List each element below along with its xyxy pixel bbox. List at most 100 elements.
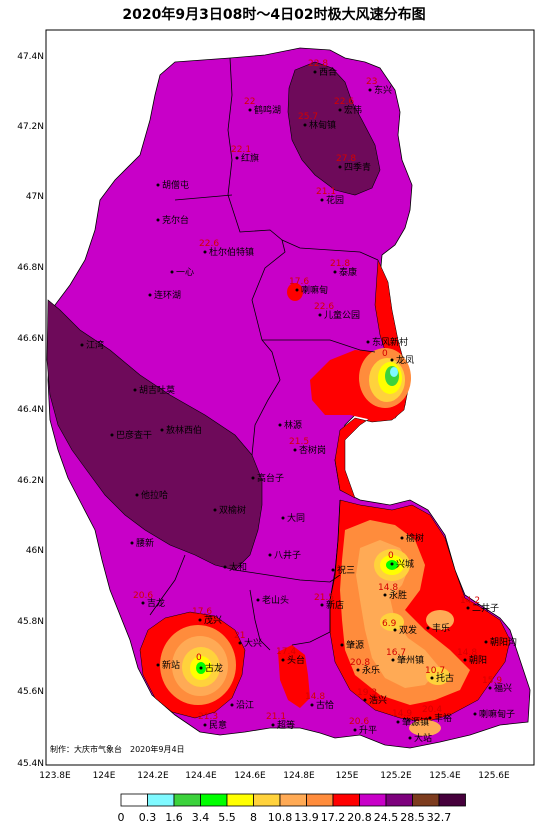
lon-label: 124.6E	[234, 771, 266, 781]
svg-text:肇州镇: 肇州镇	[397, 654, 424, 666]
svg-text:27.8: 27.8	[336, 154, 356, 164]
legend-swatch	[332, 793, 360, 807]
station: 20.8永乐	[350, 658, 380, 676]
svg-text:浩兴: 浩兴	[369, 694, 387, 706]
svg-text:太和: 太和	[229, 561, 247, 573]
svg-text:朝阳: 朝阳	[469, 655, 487, 666]
svg-text:17.4: 17.4	[276, 647, 296, 657]
station: 14.8古恰	[305, 692, 334, 711]
svg-text:14.9: 14.9	[392, 709, 412, 719]
station: 14.8永胜	[378, 583, 407, 601]
svg-text:大站: 大站	[414, 732, 432, 744]
legend-swatch	[359, 793, 387, 807]
legend-label: 0	[118, 811, 125, 824]
lat-axis: 47.4N 47.2N 47N 46.8N 46.6N 46.4N 46.2N …	[17, 52, 44, 769]
svg-text:10.7: 10.7	[425, 666, 445, 676]
svg-text:17.6: 17.6	[289, 277, 309, 287]
svg-text:21.1: 21.1	[316, 187, 336, 197]
svg-text:升平: 升平	[359, 725, 377, 736]
station: 22.1红旗	[231, 145, 259, 164]
svg-text:福兴: 福兴	[494, 682, 512, 694]
svg-text:连环湖: 连环湖	[154, 289, 181, 301]
svg-text:大同: 大同	[287, 512, 305, 524]
legend-swatch	[253, 793, 281, 807]
station: 19.3浩兴	[357, 688, 387, 706]
lon-label: 123.8E	[39, 771, 71, 781]
svg-text:22: 22	[244, 97, 255, 107]
svg-text:6.9: 6.9	[382, 619, 397, 629]
svg-text:西合: 西合	[319, 66, 337, 78]
lon-label: 125.2E	[380, 771, 412, 781]
region-dark-northeast	[287, 61, 381, 196]
svg-text:15.9: 15.9	[482, 676, 502, 686]
station: 0兴城	[388, 551, 414, 570]
svg-text:14.8: 14.8	[457, 648, 477, 658]
svg-text:丰乐: 丰乐	[432, 622, 450, 634]
svg-text:20.4: 20.4	[422, 705, 442, 715]
station: 21.5新店	[314, 593, 344, 611]
svg-text:红旗: 红旗	[241, 152, 259, 164]
svg-text:21.8: 21.8	[330, 259, 350, 269]
svg-text:沿江: 沿江	[236, 700, 254, 711]
station: 胡僧屯	[156, 179, 189, 191]
legend-swatch	[120, 793, 148, 807]
station: 祝三	[331, 564, 355, 576]
lon-label: 124.2E	[137, 771, 169, 781]
lat-label: 45.6N	[17, 687, 44, 697]
svg-text:22.8: 22.8	[308, 59, 328, 69]
legend-label: 13.9	[294, 811, 319, 824]
legend-label: 3.4	[192, 811, 210, 824]
legend-label: 8	[250, 811, 257, 824]
svg-text:17.6: 17.6	[192, 607, 212, 617]
svg-text:花园: 花园	[326, 194, 344, 206]
station: 0古龙	[196, 653, 223, 674]
svg-text:22.6: 22.6	[334, 97, 354, 107]
legend-label: 28.5	[400, 811, 425, 824]
svg-text:老山头: 老山头	[262, 594, 289, 606]
lon-axis: 123.8E 124E 124.2E 124.4E 124.6E 124.8E …	[39, 771, 510, 781]
station: 连环湖	[148, 289, 181, 301]
svg-text:龙凤: 龙凤	[396, 354, 414, 366]
legend-label: 10.8	[268, 811, 293, 824]
lat-label: 46N	[26, 546, 44, 556]
lat-label: 45.4N	[17, 759, 44, 769]
lon-label: 125.6E	[478, 771, 510, 781]
svg-text:丰裕: 丰裕	[434, 712, 452, 724]
station: 克尔台	[156, 214, 189, 226]
station: 双榆树	[213, 504, 246, 516]
station: 大同	[281, 512, 305, 524]
region-toutai-red	[278, 645, 310, 708]
svg-text:民意: 民意	[209, 719, 227, 731]
svg-text:泰康: 泰康	[339, 266, 357, 278]
svg-text:八井子: 八井子	[274, 549, 301, 561]
svg-text:杏树岗: 杏树岗	[299, 444, 326, 456]
station: 17.4头台	[276, 647, 305, 666]
station: 21.1花园	[316, 187, 344, 206]
svg-text:古龙: 古龙	[205, 662, 223, 674]
svg-text:0: 0	[382, 349, 388, 359]
svg-text:新店: 新店	[326, 599, 344, 611]
station: 喇嘛甸子	[473, 708, 515, 720]
station: 大站	[408, 732, 432, 744]
station: 八井子	[268, 549, 301, 561]
station: 高台子	[251, 472, 284, 484]
station: 0 龙凤	[382, 349, 414, 366]
contour-longfeng-5	[390, 367, 398, 377]
station: 6.9双发	[382, 619, 417, 636]
legend-label: 20.8	[347, 811, 372, 824]
svg-text:胡吉吐莫: 胡吉吐莫	[139, 384, 175, 396]
station: 林源	[278, 419, 302, 431]
region-dark-west	[46, 299, 263, 571]
svg-text:23: 23	[366, 77, 377, 87]
station: 20.4丰裕	[422, 705, 452, 724]
contour-tuogu	[426, 667, 450, 685]
svg-text:超等: 超等	[277, 719, 295, 731]
